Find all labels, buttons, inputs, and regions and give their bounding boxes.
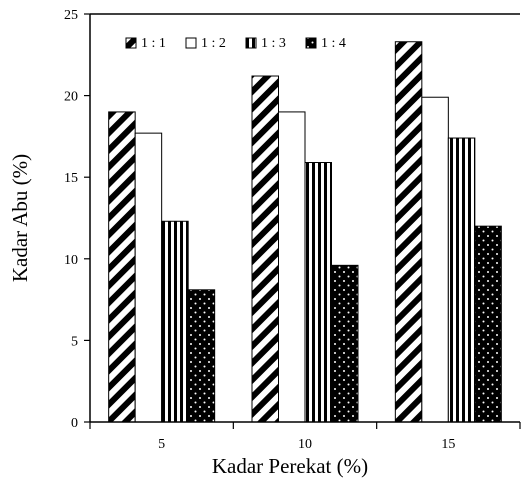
bar [251, 75, 279, 423]
legend-swatch [305, 37, 317, 49]
x-axis-ticks: 5 10 15 [89, 422, 521, 452]
y-tick-label: 25 [64, 8, 78, 23]
legend-swatch [245, 37, 257, 49]
bar [474, 225, 502, 423]
bar [161, 220, 189, 423]
y-tick-label: 0 [71, 416, 78, 431]
legend: 1 : 1 1 : 2 1 : 3 1 : 4 [125, 36, 346, 51]
y-tick-label: 15 [64, 171, 78, 186]
bar [187, 289, 216, 423]
legend-label: 1 : 4 [321, 36, 346, 51]
x-tick-label: 15 [441, 437, 455, 452]
y-tick-label: 5 [71, 334, 78, 349]
y-tick-label: 20 [64, 90, 78, 105]
y-axis-ticks: 0 5 10 15 20 25 [64, 8, 90, 431]
bars-group [108, 41, 502, 423]
x-tick-label: 10 [298, 437, 312, 452]
x-tick-label: 5 [158, 437, 165, 452]
legend-label: 1 : 1 [141, 36, 166, 51]
bar [331, 264, 359, 423]
legend-swatch [185, 37, 197, 49]
y-tick-label: 10 [64, 253, 78, 268]
bar [394, 41, 423, 423]
bar [278, 111, 306, 423]
bar [447, 137, 476, 423]
bar [108, 111, 136, 423]
y-axis-title: Kadar Abu (%) [8, 154, 32, 282]
bar [134, 132, 163, 423]
legend-label: 1 : 3 [261, 36, 286, 51]
legend-swatch [125, 37, 137, 49]
bar [421, 96, 449, 423]
legend-label: 1 : 2 [201, 36, 226, 51]
x-axis-title: Kadar Perekat (%) [212, 454, 368, 478]
bar [304, 162, 332, 423]
